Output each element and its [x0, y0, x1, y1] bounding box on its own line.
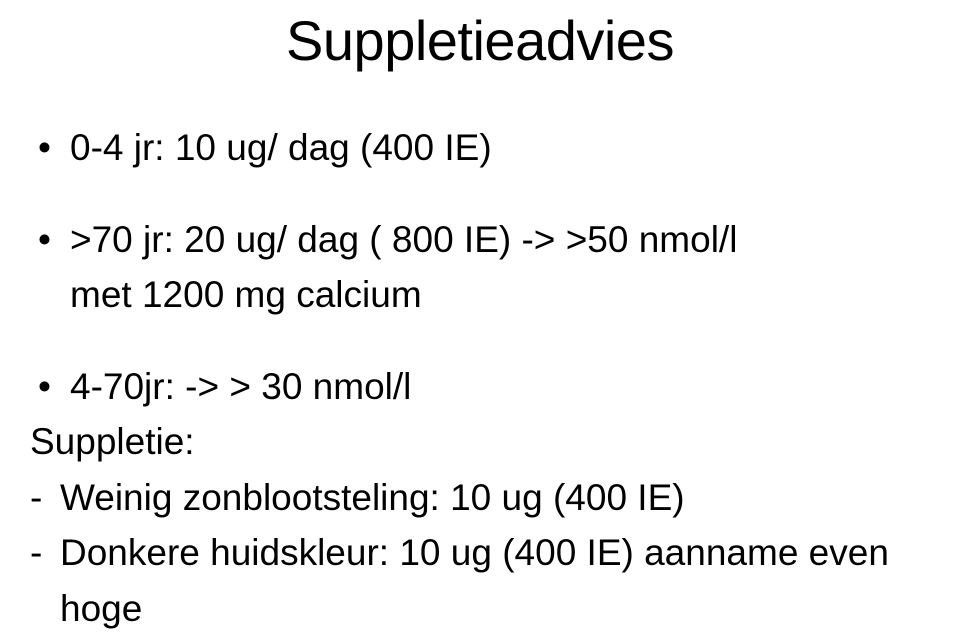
slide-title: Suppletieadvies [0, 8, 960, 73]
bullet-item-1: 0-4 jr: 10 ug/ dag (400 IE) [30, 120, 930, 176]
spacer [30, 323, 930, 359]
slide-content: 0-4 jr: 10 ug/ dag (400 IE) >70 jr: 20 u… [30, 120, 930, 639]
slide: Suppletieadvies 0-4 jr: 10 ug/ dag (400 … [0, 0, 960, 639]
bullet-item-2-cont: met 1200 mg calcium [30, 267, 930, 323]
bullet-item-3: 4-70jr: -> > 30 nmol/l [30, 359, 930, 415]
dash-item-1: Weinig zonblootsteling: 10 ug (400 IE) [30, 470, 930, 526]
subheading-suppletie: Suppletie: [30, 414, 930, 470]
spacer [30, 176, 930, 212]
bullet-item-2: >70 jr: 20 ug/ dag ( 800 IE) -> >50 nmol… [30, 212, 930, 268]
dash-item-2: Donkere huidskleur: 10 ug (400 IE) aanna… [30, 525, 930, 636]
